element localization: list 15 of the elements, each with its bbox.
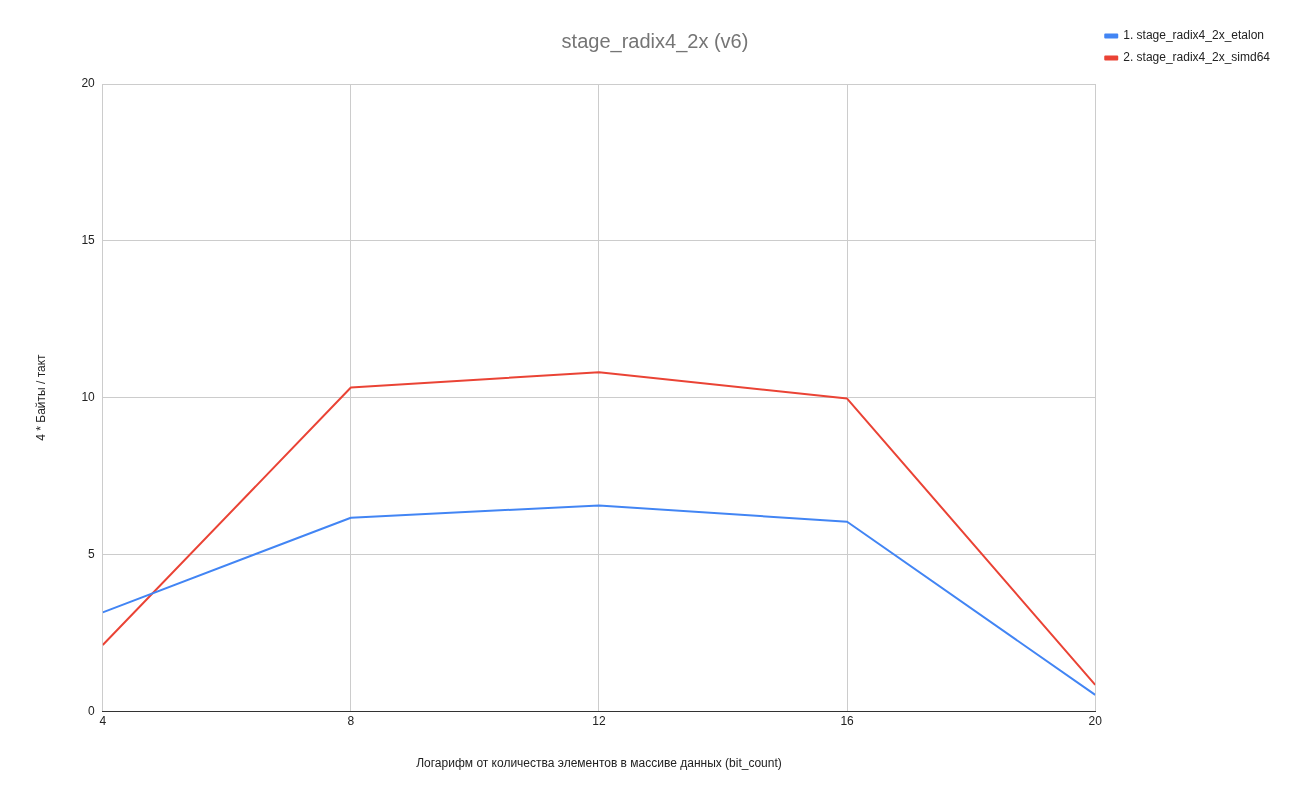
x-tick-label: 20: [1088, 713, 1103, 728]
chart-title: stage_radix4_2x (v6): [561, 29, 749, 53]
y-tick-label: 15: [81, 233, 96, 248]
y-tick-label: 0: [88, 703, 96, 718]
y-axis-title: 4 * Байты / такт: [33, 353, 48, 441]
y-tick-label: 5: [88, 546, 96, 561]
legend-label: 2. stage_radix4_2x_simd64: [1123, 50, 1271, 65]
x-tick-label: 16: [840, 713, 855, 728]
x-tick-label: 4: [99, 713, 107, 728]
legend-label: 1. stage_radix4_2x_etalon: [1123, 28, 1265, 43]
x-tick-label: 8: [347, 713, 355, 728]
x-tick-label: 12: [592, 713, 606, 728]
y-tick-label: 10: [81, 389, 96, 404]
x-axis-title: Логарифм от количества элементов в массиве данных (bit_count): [416, 756, 782, 771]
y-tick-label: 20: [81, 76, 96, 91]
